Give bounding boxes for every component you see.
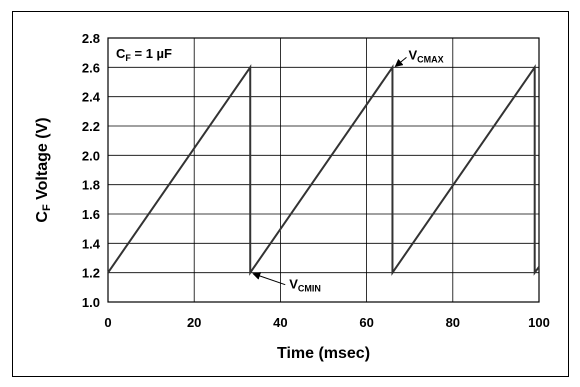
- x-tick-label: 40: [273, 315, 287, 330]
- x-tick-label: 0: [104, 315, 111, 330]
- x-tick-label: 80: [446, 315, 460, 330]
- x-axis-label: Time (msec): [277, 345, 370, 362]
- y-tick-label: 1.0: [82, 295, 100, 310]
- y-tick-label: 2.8: [82, 31, 100, 46]
- vcmax-arrow: [394, 56, 407, 67]
- y-tick-labels: 1.0 1.2 1.4 1.6 1.8 2.0 2.2 2.4 2.6 2.8: [82, 31, 101, 310]
- series-line: [107, 64, 540, 276]
- grid-lines: [107, 37, 540, 303]
- y-tick-label: 2.2: [82, 119, 100, 134]
- y-axis-label: CF Voltage (V): [34, 117, 53, 222]
- y-tick-label: 1.6: [82, 207, 100, 222]
- y-tick-label: 1.2: [82, 266, 100, 281]
- x-tick-label: 60: [359, 315, 373, 330]
- y-tick-label: 1.8: [82, 178, 100, 193]
- y-tick-label: 2.4: [82, 90, 101, 105]
- y-tick-label: 2.6: [82, 60, 100, 75]
- vcmin-label: VCMIN: [289, 277, 321, 294]
- plot-area: [107, 37, 540, 303]
- chart-frame: [12, 11, 569, 377]
- x-tick-label: 100: [528, 315, 550, 330]
- y-tick-label: 1.4: [82, 236, 101, 251]
- y-tick-label: 2.0: [82, 148, 100, 163]
- vcmin-arrow: [252, 272, 286, 286]
- vcmax-label: VCMAX: [408, 47, 443, 64]
- x-tick-labels: 0 20 40 60 80 100: [104, 315, 549, 330]
- x-tick-label: 20: [187, 315, 201, 330]
- capacitance-label: CF = 1 µF: [116, 46, 172, 63]
